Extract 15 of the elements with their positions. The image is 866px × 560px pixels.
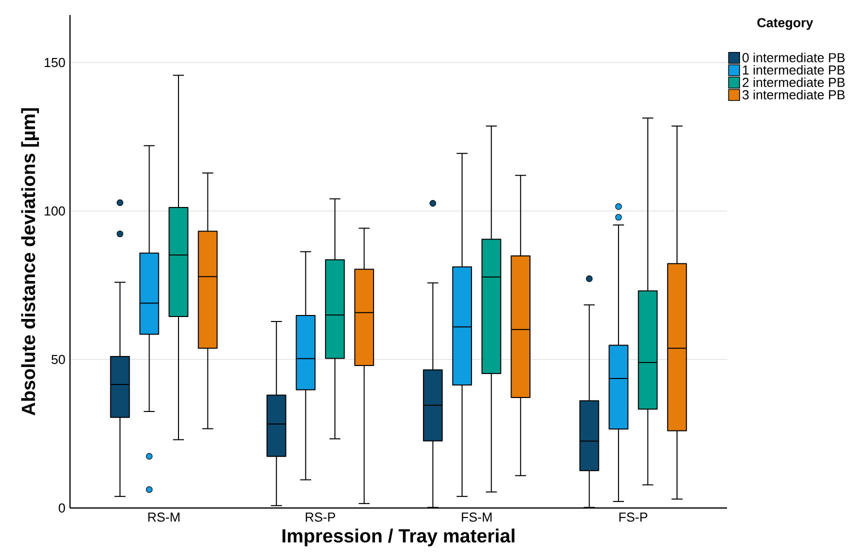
legend-label: 2 intermediate PB <box>742 77 845 87</box>
x-axis-title: Impression / Tray material <box>282 528 514 546</box>
y-tick-label: 150 <box>44 58 65 68</box>
x-tick-label: RS-M <box>148 512 180 522</box>
legend-label: 3 intermediate PB <box>742 90 845 100</box>
legend-label: 0 intermediate PB <box>742 52 845 62</box>
y-axis-title: Absolute distance deviations [µm] <box>21 108 39 416</box>
x-tick-label: RS-P <box>306 512 336 522</box>
x-tick-label: FS-M <box>462 512 492 522</box>
y-tick-label: 100 <box>44 206 65 216</box>
y-tick-label: 50 <box>52 354 65 364</box>
legend-label: 1 intermediate PB <box>742 65 845 75</box>
x-tick-label: FS-P <box>619 512 648 522</box>
y-tick-label: 0 <box>58 503 65 513</box>
legend-title: Category <box>757 18 814 30</box>
